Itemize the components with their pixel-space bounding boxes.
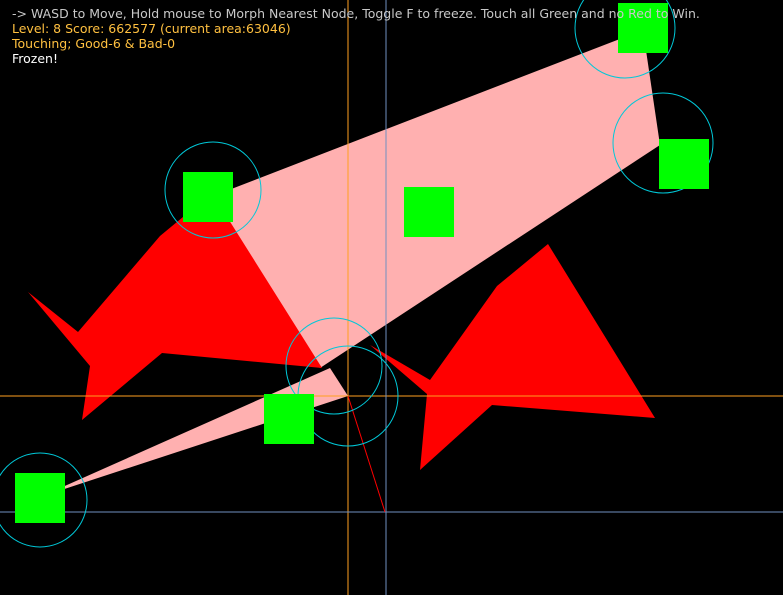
node-ring-top-right[interactable]	[574, 0, 676, 79]
hud-touching-count: Touching; Good-6 & Bad-0	[12, 36, 176, 51]
hud-instructions: -> WASD to Move, Hold mouse to Morph Nea…	[12, 6, 700, 21]
good-square-lower	[264, 394, 314, 444]
node-ring-bottom-left[interactable]	[0, 452, 88, 548]
node-ring-right[interactable]	[612, 92, 714, 194]
node-ring-left[interactable]	[164, 141, 262, 239]
good-square-right	[659, 139, 709, 189]
bad-shape-left	[28, 193, 322, 420]
hud-frozen-status: Frozen!	[12, 51, 58, 66]
good-square-left	[183, 172, 233, 222]
good-square-top-right	[618, 3, 668, 53]
mouse-direction-line	[347, 395, 386, 513]
bad-shape-right	[370, 244, 655, 470]
good-square-center	[404, 187, 454, 237]
good-square-bottom-left	[15, 473, 65, 523]
hud-level-score: Level: 8 Score: 662577 (current area:630…	[12, 21, 291, 36]
node-ring-center[interactable]	[285, 317, 383, 415]
